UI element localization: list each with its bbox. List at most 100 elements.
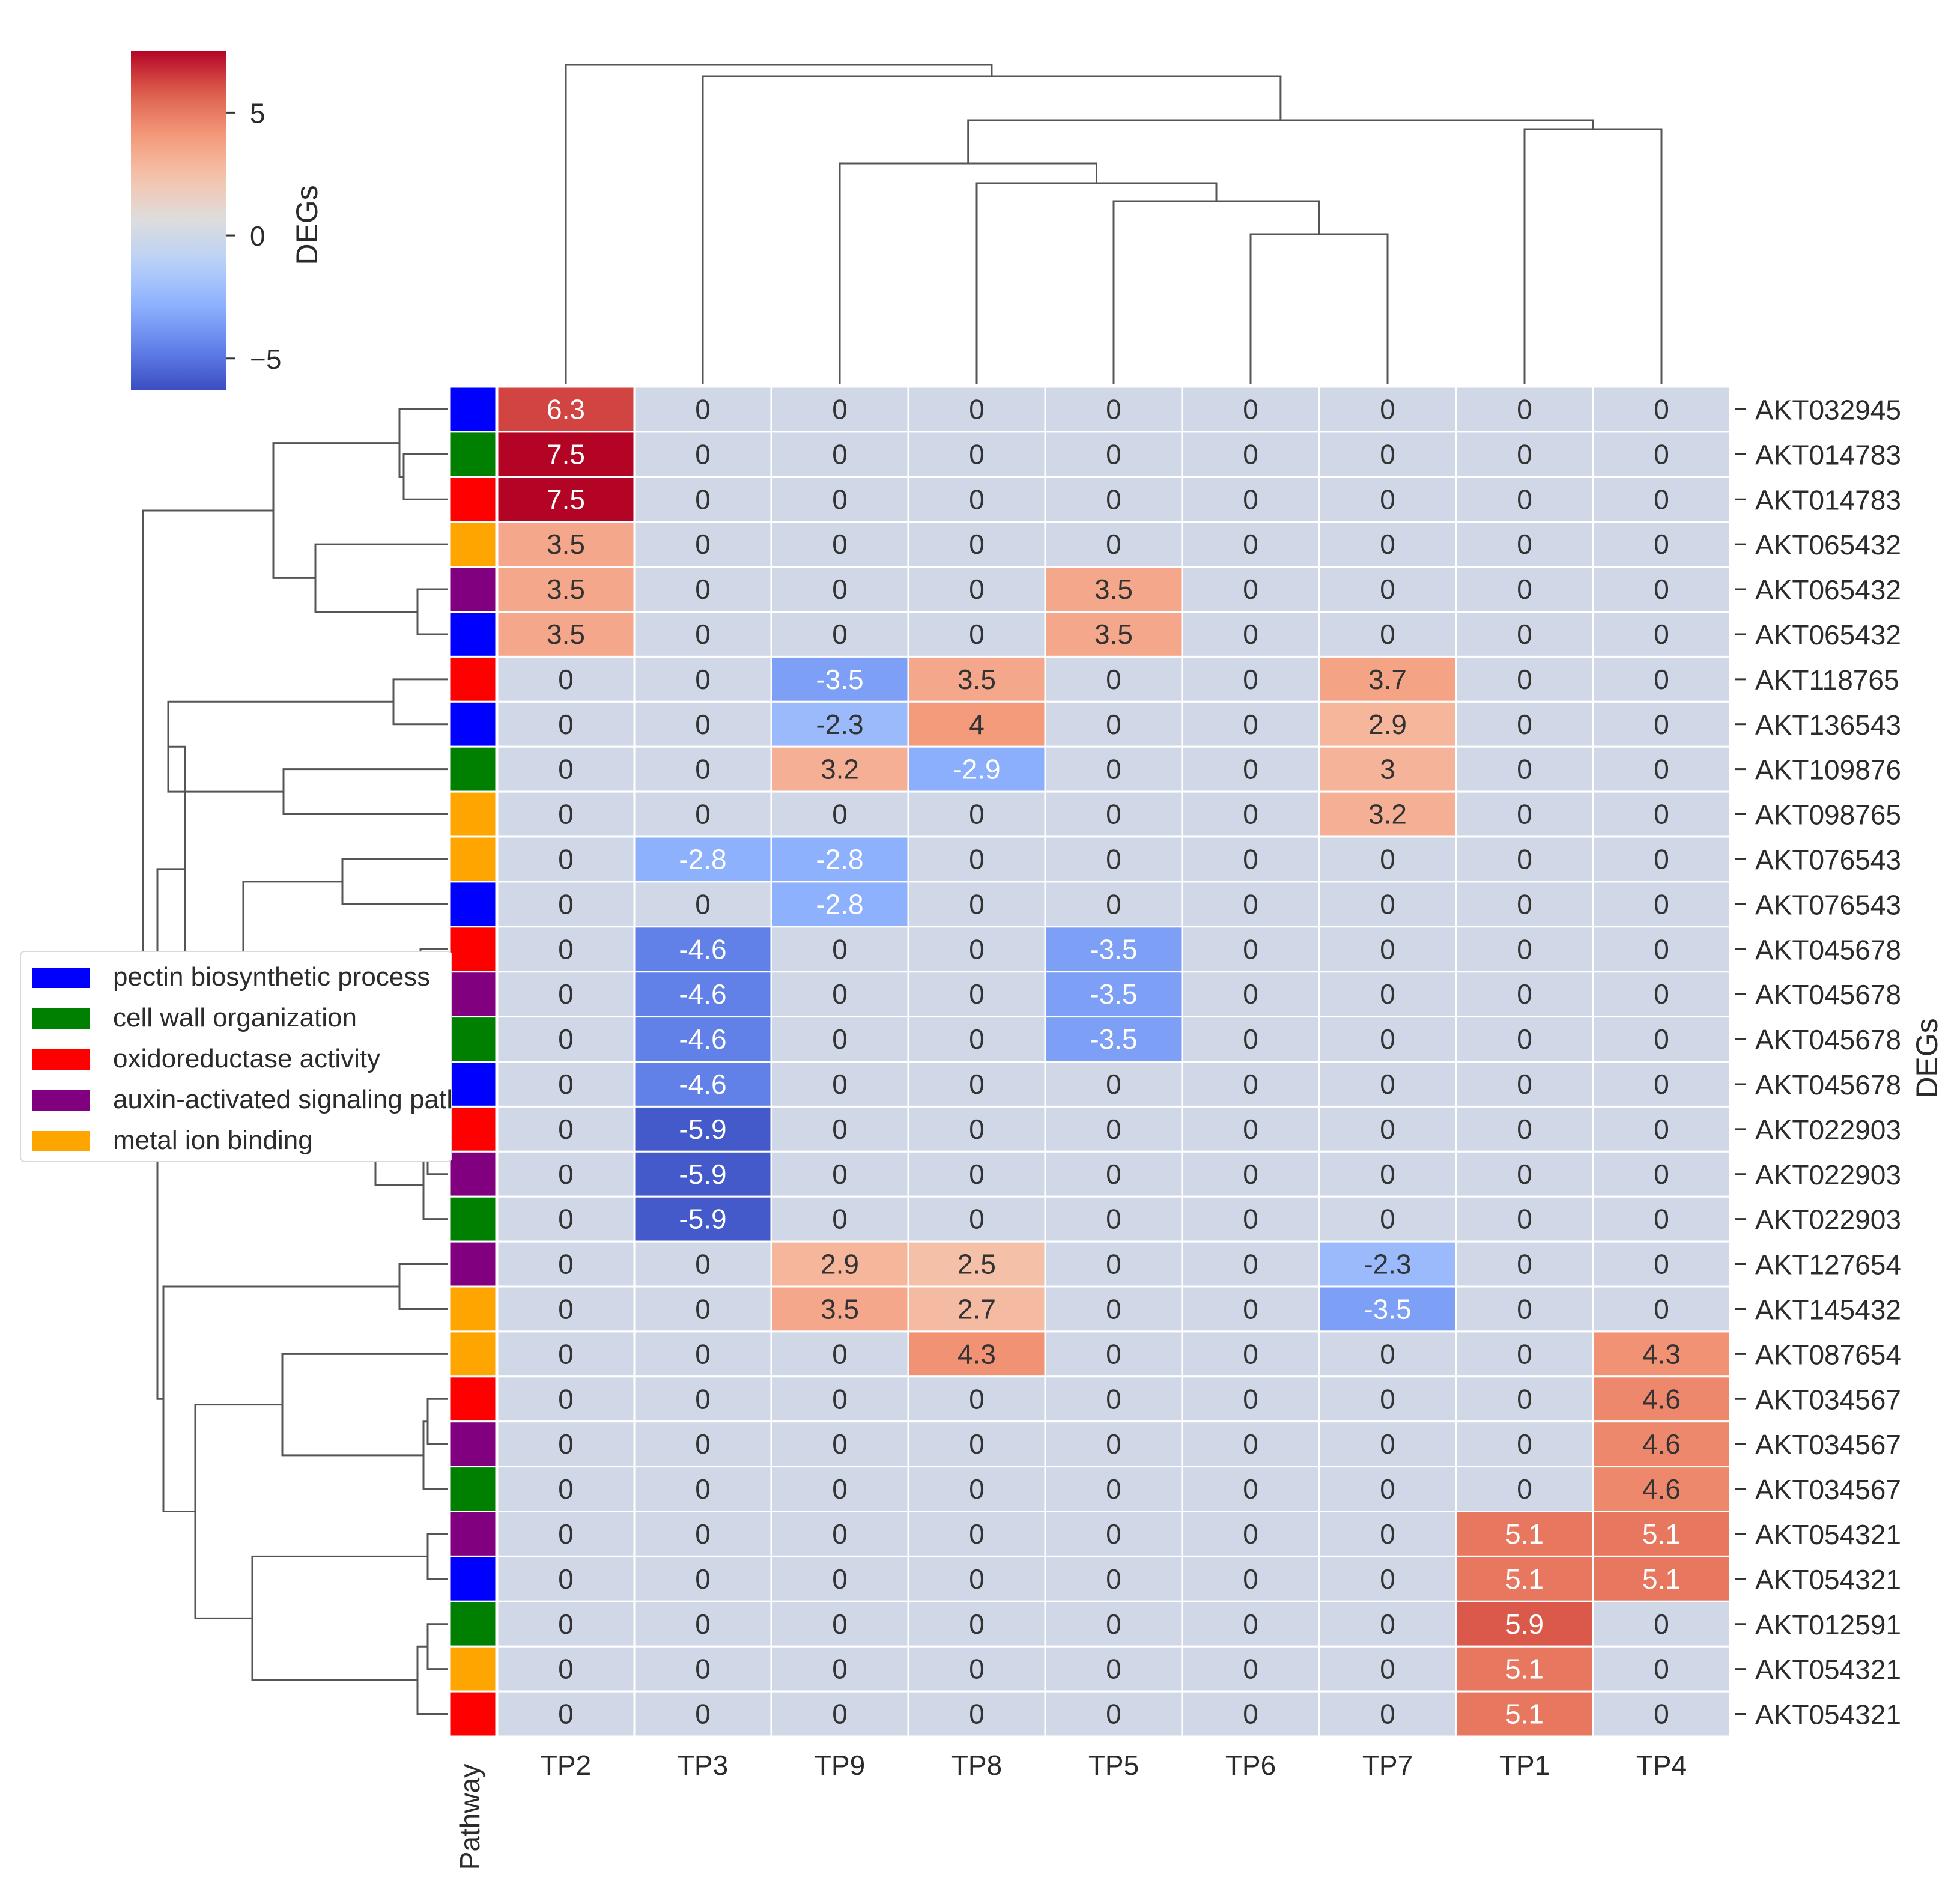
cell-value-label: 0 bbox=[832, 1473, 848, 1505]
cell-value-label: 0 bbox=[969, 799, 985, 830]
heatmap-cell bbox=[496, 1600, 636, 1648]
cell-value-label: 0 bbox=[1517, 529, 1532, 560]
row-dendrogram-link bbox=[426, 1623, 448, 1670]
cell-value-label: 0 bbox=[1654, 1023, 1669, 1055]
cell-value-label: 0 bbox=[832, 438, 848, 470]
cell-value-label: 0 bbox=[1380, 1608, 1395, 1640]
pathway-cell bbox=[448, 1016, 497, 1063]
heatmap-cell bbox=[907, 1285, 1046, 1333]
cell-value-label: 0 bbox=[1106, 1069, 1121, 1100]
cell-value-label: 0 bbox=[1106, 1338, 1121, 1369]
cell-value-label: 0 bbox=[1380, 1428, 1395, 1460]
heatmap-cell bbox=[907, 971, 1046, 1018]
row-dendrogram-link bbox=[426, 1398, 448, 1445]
cell-value-label: 0 bbox=[1517, 799, 1532, 830]
cell-value-label: 0 bbox=[1517, 438, 1532, 470]
cell-value-label: 0 bbox=[969, 933, 985, 965]
heatmap-cell bbox=[633, 566, 772, 613]
heatmap-cell bbox=[496, 1466, 636, 1513]
cell-value-label: 0 bbox=[695, 438, 711, 470]
cell-value-label: 0 bbox=[695, 484, 711, 515]
cell-value-label: -3.5 bbox=[1090, 933, 1137, 965]
pathway-cell bbox=[448, 655, 497, 703]
heatmap-cell bbox=[1592, 1466, 1731, 1513]
row-dendrogram-link bbox=[251, 1555, 428, 1681]
heatmap-cell bbox=[1455, 1150, 1594, 1198]
heatmap-cell bbox=[1318, 1061, 1457, 1108]
cell-value-label: 0 bbox=[969, 1069, 985, 1100]
cell-value-label: 0 bbox=[969, 1699, 985, 1730]
row-label: AKT034567 bbox=[1755, 1429, 1901, 1460]
cell-value-label: 0 bbox=[1654, 799, 1669, 830]
cell-value-label: -4.6 bbox=[679, 978, 726, 1010]
heatmap-cell bbox=[907, 386, 1046, 433]
row-label: AKT136543 bbox=[1755, 709, 1901, 741]
cell-value-label: 0 bbox=[695, 619, 711, 650]
row-label: AKT034567 bbox=[1755, 1384, 1901, 1415]
cell-value-label: 0 bbox=[1106, 664, 1121, 695]
heatmap-cell bbox=[1455, 431, 1594, 478]
row-label: AKT087654 bbox=[1755, 1339, 1901, 1370]
cell-value-label: 0 bbox=[969, 888, 985, 920]
heatmap-cell bbox=[1318, 700, 1457, 748]
cell-value-label: 0 bbox=[832, 1699, 848, 1730]
heatmap-cell bbox=[1592, 700, 1731, 748]
cell-value-label: 0 bbox=[1654, 438, 1669, 470]
cell-value-label: 0 bbox=[558, 1563, 574, 1595]
cell-value-label: 0 bbox=[558, 1114, 574, 1145]
cell-value-label: 0 bbox=[1243, 1293, 1258, 1324]
cell-value-label: 0 bbox=[969, 1159, 985, 1190]
heatmap-cell bbox=[907, 881, 1046, 928]
heatmap-cell bbox=[1044, 655, 1183, 703]
heatmap-cell bbox=[1592, 1375, 1731, 1423]
heatmap-cell bbox=[1181, 881, 1320, 928]
row-label: AKT054321 bbox=[1755, 1699, 1901, 1730]
colorbar-gradient bbox=[131, 51, 226, 390]
cell-value-label: 0 bbox=[1517, 1473, 1532, 1505]
heatmap-cell bbox=[496, 566, 636, 613]
cell-value-label: 0 bbox=[1654, 619, 1669, 650]
heatmap-cell bbox=[633, 1240, 772, 1288]
cell-value-label: 0 bbox=[1243, 709, 1258, 740]
cell-value-label: 0 bbox=[1517, 484, 1532, 515]
cell-value-label: 0 bbox=[1380, 1338, 1395, 1369]
heatmap-cell bbox=[1592, 926, 1731, 973]
cell-value-label: 0 bbox=[1243, 574, 1258, 605]
pathway-cell bbox=[448, 745, 497, 793]
cell-value-label: 0 bbox=[969, 978, 985, 1010]
heatmap-cell bbox=[1592, 835, 1731, 883]
heatmap-cell bbox=[1592, 1105, 1731, 1153]
cell-value-label: 3 bbox=[1380, 754, 1395, 785]
cell-value-label: -3.5 bbox=[816, 664, 863, 695]
cell-value-label: 0 bbox=[1517, 1114, 1532, 1145]
heatmap-cell bbox=[770, 971, 909, 1018]
cell-value-label: 0 bbox=[1380, 1383, 1395, 1414]
cell-value-label: 0 bbox=[832, 978, 848, 1010]
heatmap-cell bbox=[1044, 1061, 1183, 1108]
cell-value-label: 0 bbox=[1243, 1204, 1258, 1235]
cell-value-label: 0 bbox=[969, 438, 985, 470]
cell-value-label: 3.5 bbox=[821, 1293, 859, 1324]
row-label: AKT054321 bbox=[1755, 1654, 1901, 1685]
cell-value-label: 0 bbox=[1654, 393, 1669, 425]
pathway-cell bbox=[448, 835, 497, 883]
heatmap-cell bbox=[1044, 1330, 1183, 1378]
cell-value-label: 0 bbox=[832, 1204, 848, 1235]
cell-value-label: 6.3 bbox=[547, 393, 585, 425]
cell-value-label: 2.9 bbox=[1368, 709, 1407, 740]
heatmap-cell bbox=[496, 1016, 636, 1063]
pathway-cell bbox=[448, 1375, 497, 1423]
cell-value-label: 0 bbox=[1106, 1383, 1121, 1414]
heatmap-cell bbox=[907, 835, 1046, 883]
row-dendrogram-link bbox=[194, 1404, 282, 1619]
cell-value-label: 0 bbox=[832, 1383, 848, 1414]
cell-value-label: 0 bbox=[1243, 1518, 1258, 1550]
cell-value-label: 0 bbox=[1106, 1699, 1121, 1730]
heatmap-cell bbox=[633, 1061, 772, 1108]
pathway-cell bbox=[448, 1645, 497, 1693]
heatmap-cell bbox=[1592, 1240, 1731, 1288]
cell-value-label: 2.5 bbox=[957, 1249, 996, 1280]
cell-value-label: 0 bbox=[558, 1338, 574, 1369]
heatmap-cell bbox=[1181, 1285, 1320, 1333]
legend-item: pectin biosynthetic process bbox=[32, 959, 451, 995]
